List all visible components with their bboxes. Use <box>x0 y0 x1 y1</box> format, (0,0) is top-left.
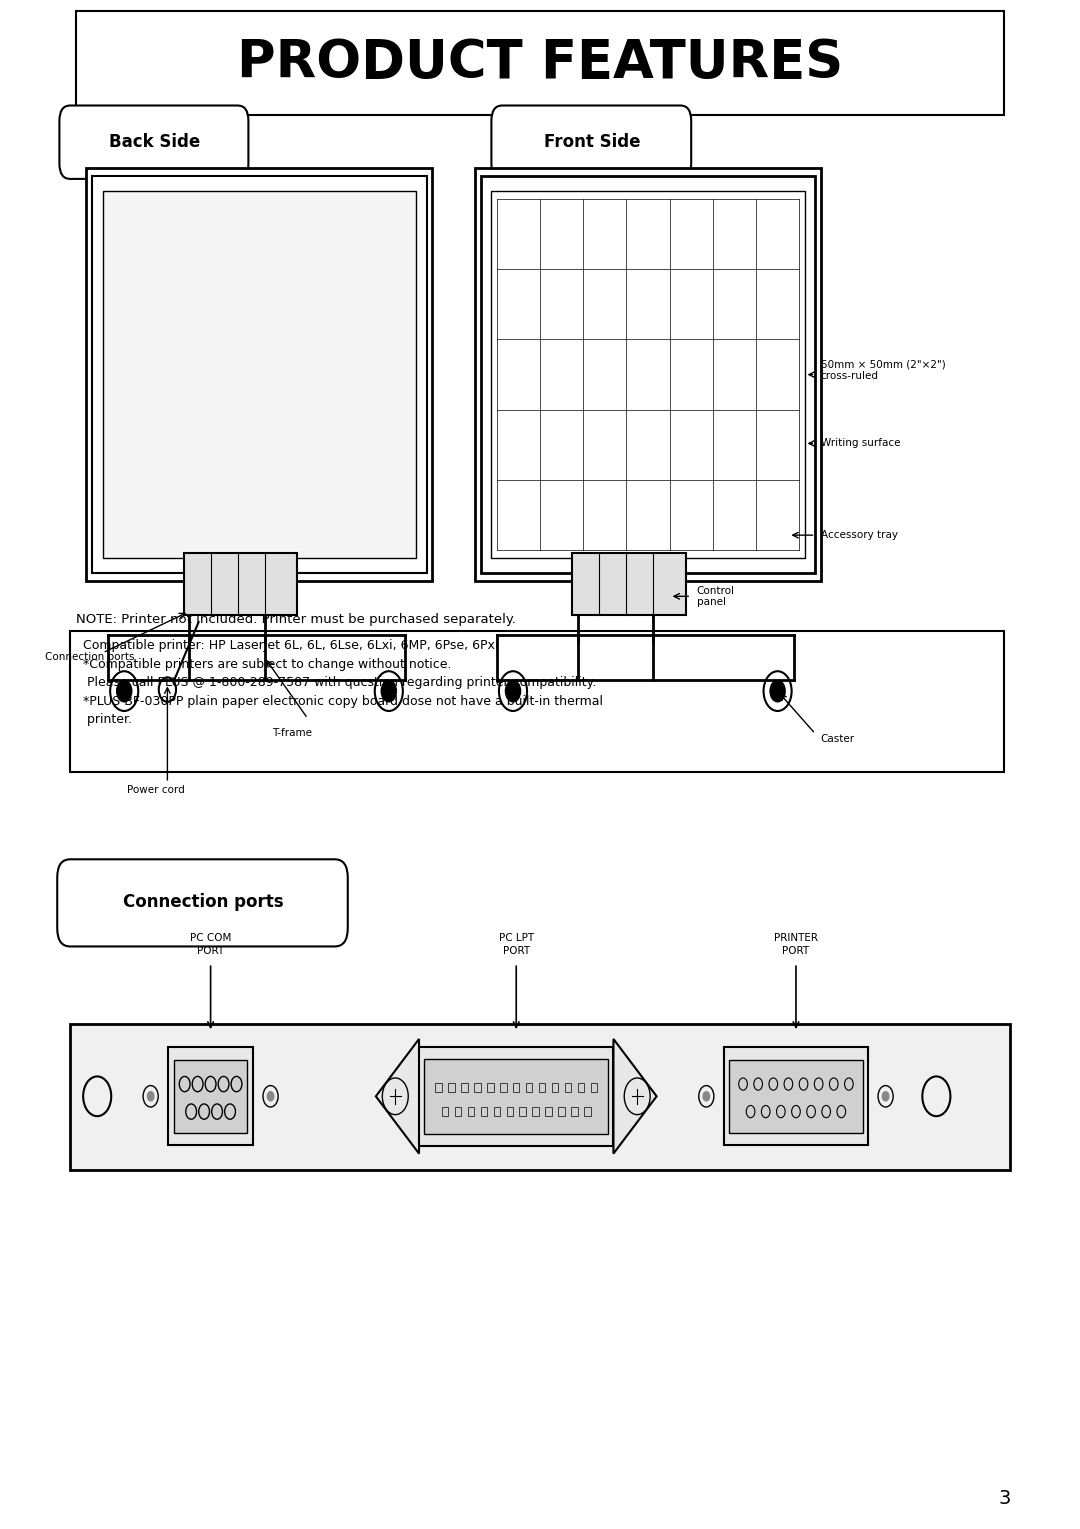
Bar <box>461 1083 468 1092</box>
Bar <box>552 1083 558 1092</box>
Circle shape <box>882 1092 889 1101</box>
Bar <box>103 191 416 558</box>
FancyBboxPatch shape <box>491 106 691 179</box>
Bar <box>481 176 815 573</box>
Text: Accessory tray: Accessory tray <box>821 531 897 540</box>
Bar <box>86 168 432 581</box>
FancyBboxPatch shape <box>76 11 1004 115</box>
Bar <box>513 1083 519 1092</box>
Bar <box>435 1083 442 1092</box>
Text: Writing surface: Writing surface <box>821 439 901 448</box>
Circle shape <box>703 1092 710 1101</box>
Bar <box>419 1046 613 1147</box>
Circle shape <box>117 680 132 702</box>
Bar <box>571 1107 578 1116</box>
Bar <box>491 191 805 558</box>
Polygon shape <box>613 1040 657 1154</box>
FancyBboxPatch shape <box>175 1060 246 1133</box>
Text: Compatible printer: HP LaserJet 6L, 6L, 6Lse, 6Lxi, 6MP, 6Pse, 6Pxi
*Compatible : Compatible printer: HP LaserJet 6L, 6L, … <box>83 639 603 726</box>
Text: Front Side: Front Side <box>543 133 640 151</box>
Bar <box>584 1107 591 1116</box>
Text: PRINTER
PORT: PRINTER PORT <box>774 933 818 956</box>
Text: Back Side: Back Side <box>109 133 200 151</box>
Bar <box>184 553 297 615</box>
Bar <box>507 1107 513 1116</box>
Bar <box>500 1083 507 1092</box>
Circle shape <box>267 1092 274 1101</box>
Bar <box>455 1107 461 1116</box>
Bar <box>494 1107 500 1116</box>
FancyBboxPatch shape <box>729 1060 863 1133</box>
Text: 50mm × 50mm (2"×2")
cross-ruled: 50mm × 50mm (2"×2") cross-ruled <box>821 359 946 381</box>
Bar <box>526 1083 532 1092</box>
Polygon shape <box>376 1040 419 1154</box>
Bar <box>539 1083 545 1092</box>
Bar <box>519 1107 526 1116</box>
Bar <box>475 168 821 581</box>
Text: PC LPT
PORT: PC LPT PORT <box>499 933 534 956</box>
FancyBboxPatch shape <box>724 1047 868 1145</box>
Text: Control
panel: Control panel <box>697 586 734 607</box>
Text: NOTE: Printer not included. Printer must be purchased separately.: NOTE: Printer not included. Printer must… <box>76 613 515 625</box>
Bar <box>442 1107 448 1116</box>
Bar <box>558 1107 565 1116</box>
Bar <box>468 1107 474 1116</box>
Bar <box>545 1107 552 1116</box>
Bar <box>92 176 427 573</box>
FancyBboxPatch shape <box>168 1047 253 1145</box>
Bar <box>572 553 686 615</box>
Bar <box>70 1024 1010 1170</box>
FancyBboxPatch shape <box>59 106 248 179</box>
Bar <box>424 1060 608 1135</box>
Bar <box>591 1083 597 1092</box>
Circle shape <box>381 680 396 702</box>
Text: PRODUCT FEATURES: PRODUCT FEATURES <box>237 37 843 89</box>
Bar <box>578 1083 584 1092</box>
Text: PC COM
PORT: PC COM PORT <box>190 933 231 956</box>
Bar <box>565 1083 571 1092</box>
Text: 3: 3 <box>998 1489 1011 1508</box>
Bar <box>448 1083 455 1092</box>
Circle shape <box>770 680 785 702</box>
Bar <box>487 1083 494 1092</box>
Circle shape <box>505 680 521 702</box>
Circle shape <box>147 1092 154 1101</box>
Bar <box>481 1107 487 1116</box>
Bar <box>532 1107 539 1116</box>
Text: Connection ports: Connection ports <box>45 653 135 662</box>
Text: Power cord: Power cord <box>127 786 185 795</box>
FancyBboxPatch shape <box>70 631 1004 772</box>
Text: Connection ports: Connection ports <box>123 893 283 911</box>
Text: Caster: Caster <box>821 734 855 743</box>
FancyBboxPatch shape <box>57 859 348 946</box>
Bar <box>474 1083 481 1092</box>
Text: T-frame: T-frame <box>271 728 312 739</box>
